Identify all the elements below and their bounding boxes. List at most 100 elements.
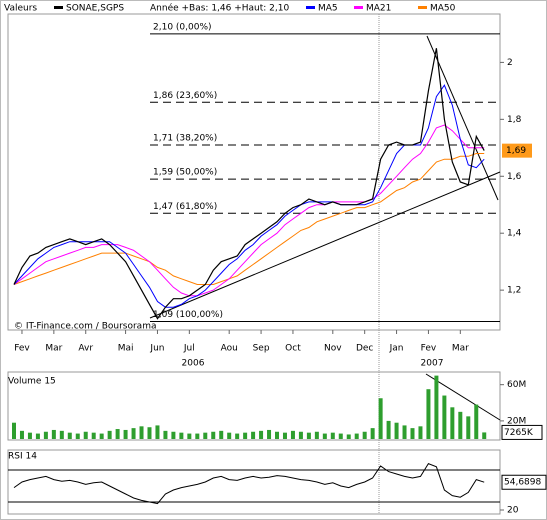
volume-bar (442, 395, 447, 439)
volume-bar (123, 429, 128, 439)
legend-swatch (418, 6, 427, 9)
volume-bar (482, 432, 487, 439)
volume-bar (187, 433, 192, 439)
volume-bar (35, 433, 40, 439)
volume-bar (458, 411, 463, 439)
volume-bar (259, 430, 264, 439)
volume-bar (402, 425, 407, 439)
legend-label: MA5 (318, 4, 338, 14)
source: © IT-Finance.com / Boursorama (14, 322, 156, 332)
volume-bar (410, 428, 415, 439)
volume-bar (211, 431, 216, 439)
x-tick-label: Avr (78, 344, 93, 354)
volume-bar (330, 432, 335, 439)
volume-bar (171, 431, 176, 439)
volume-bar (91, 432, 96, 439)
volume-bar (99, 433, 104, 439)
volume-bar (386, 420, 391, 439)
volume-bar (394, 422, 399, 439)
volume-bar (306, 432, 311, 439)
y-tick-label: 1,2 (507, 286, 521, 296)
x-tick-label: Mar (452, 344, 469, 354)
volume-bar (195, 433, 200, 439)
y-tick-label: 1,6 (507, 172, 522, 182)
volume-bar (147, 427, 152, 439)
x-tick-label: Jul (183, 344, 195, 354)
volume-bar (163, 430, 168, 439)
volume-title: Volume 15 (8, 377, 56, 387)
volume-bar (434, 375, 439, 439)
volume-bar (298, 431, 303, 439)
y-tick-label: 20 (507, 506, 519, 516)
year-label: 2007 (421, 359, 444, 369)
volume-bar (338, 433, 343, 439)
trend-line (149, 171, 501, 319)
x-tick-label: Aou (221, 344, 238, 354)
volume-bar (426, 389, 431, 439)
rsi-panel (7, 449, 501, 515)
price-panel (7, 13, 501, 331)
volume-bar (27, 432, 32, 439)
volume-bar (12, 422, 16, 439)
volume-bar (251, 431, 256, 439)
volume-bar (59, 430, 64, 439)
volume-bar (474, 404, 479, 439)
range-note: Année +Bas: 1,46 +Haut: 2,10 (150, 3, 289, 14)
legend-label: MA50 (430, 4, 456, 14)
y-tick-label: 60M (507, 380, 526, 390)
volume-bar (466, 416, 471, 439)
last-value-label: 7265K (504, 428, 534, 438)
volume-bar (322, 433, 327, 439)
volume-bar (378, 398, 383, 439)
legend-swatch (306, 6, 315, 9)
volume-bar (51, 429, 56, 439)
fib-label: 1,47 (61,80%) (153, 202, 217, 212)
volume-bar (354, 433, 359, 439)
year-label: 2006 (182, 359, 205, 369)
x-tick-label: Fev (14, 344, 30, 354)
volume-bar (131, 428, 136, 439)
fib-label: 1,71 (38,20%) (153, 133, 217, 143)
volume-bar (155, 425, 160, 439)
volume-bar (83, 431, 88, 439)
x-tick-label: Jun (149, 344, 164, 354)
volume-bar (235, 433, 240, 439)
volume-bar (19, 430, 24, 439)
last-value-box (502, 143, 532, 158)
legend-title: Valeurs (4, 4, 37, 14)
volume-bar (418, 426, 423, 439)
volume-panel (7, 371, 501, 441)
volume-bar (219, 430, 224, 439)
volume-bar (75, 433, 80, 439)
volume-bar (267, 429, 272, 439)
last-value-label: 1,69 (506, 146, 526, 156)
line (13, 48, 485, 320)
y-tick-label: 2 (507, 58, 513, 68)
y-tick-label: 1,8 (507, 115, 522, 125)
volume-bar (179, 432, 184, 439)
x-tick-label: Fev (421, 344, 437, 354)
x-tick-label: Mai (118, 344, 134, 354)
volume-bar (227, 432, 232, 439)
volume-bar (115, 429, 120, 439)
legend-label: MA21 (366, 4, 391, 14)
x-tick-label: Mar (45, 344, 62, 354)
volume-bar (67, 432, 72, 439)
x-tick-label: Sep (253, 344, 270, 354)
y-tick-label: 20M (507, 416, 526, 426)
volume-bar (362, 431, 367, 439)
last-value-box (501, 474, 547, 490)
fib-label: 2,10 (0,00%) (153, 22, 212, 32)
legend-swatch (354, 6, 363, 9)
volume-bar (346, 434, 351, 439)
line (13, 462, 485, 505)
last-value-box (501, 424, 543, 440)
volume-bar (314, 431, 319, 439)
last-value-label: 54,6898 (504, 478, 541, 488)
x-tick-label: Nov (324, 344, 342, 354)
volume-bar (203, 432, 208, 439)
volume-bar (450, 407, 455, 439)
x-tick-label: Dec (356, 344, 373, 354)
volume-bar (243, 432, 248, 439)
